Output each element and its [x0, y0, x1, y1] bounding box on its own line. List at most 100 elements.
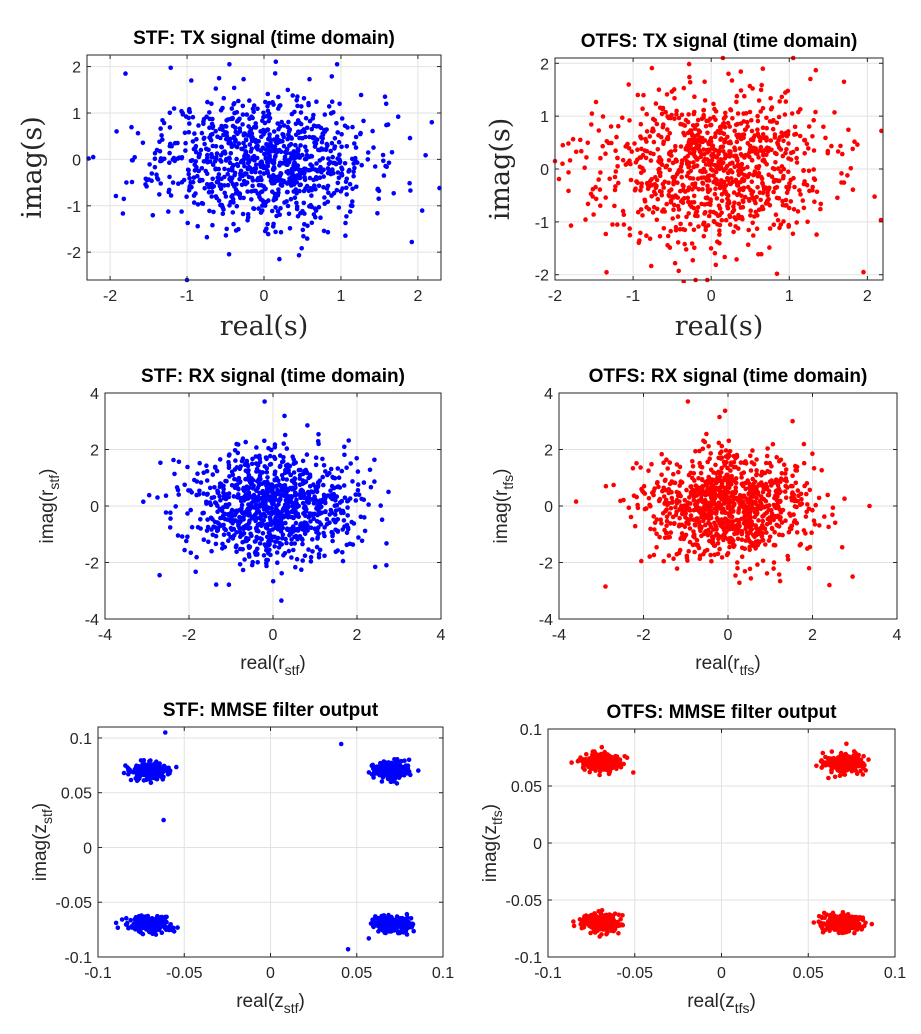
scatter-point	[839, 171, 844, 176]
scatter-point	[291, 509, 297, 515]
scatter-point	[689, 146, 695, 152]
scatter-point	[695, 117, 701, 123]
scatter-point	[716, 536, 721, 542]
scatter-point	[665, 233, 671, 239]
scatter-point	[143, 176, 149, 182]
scatter-point	[734, 495, 740, 501]
scatter-point	[333, 512, 338, 517]
scatter-point	[582, 165, 587, 170]
scatter-point	[132, 925, 138, 930]
scatter-point	[170, 180, 176, 185]
scatter-point	[714, 155, 720, 160]
scatter-point	[771, 566, 776, 571]
scatter-point	[666, 158, 672, 163]
scatter-point	[727, 511, 732, 517]
scatter-point	[358, 131, 363, 137]
scatter-point	[212, 500, 218, 505]
scatter-point	[694, 142, 700, 147]
scatter-point	[155, 495, 160, 500]
scatter-point	[629, 149, 635, 154]
scatter-point	[797, 543, 803, 548]
scatter-point	[829, 143, 834, 149]
scatter-point	[670, 216, 675, 221]
scatter-point	[758, 87, 764, 93]
scatter-point	[775, 140, 780, 146]
scatter-point	[153, 766, 159, 772]
scatter-point	[331, 485, 337, 491]
scatter-point	[589, 122, 594, 127]
scatter-point	[734, 93, 740, 99]
scatter-point	[252, 158, 257, 163]
scatter-point	[259, 513, 264, 518]
scatter-point	[780, 175, 786, 181]
scatter-point	[822, 514, 827, 519]
scatter-point	[278, 483, 283, 489]
scatter-point	[195, 223, 200, 229]
scatter-point	[736, 201, 742, 207]
scatter-point	[731, 190, 737, 195]
scatter-point	[705, 459, 710, 465]
scatter-point	[380, 152, 386, 158]
scatter-point	[740, 176, 745, 182]
scatter-point	[795, 209, 801, 214]
scatter-point	[273, 153, 278, 159]
scatter-point	[241, 485, 246, 491]
scatter-point	[253, 539, 258, 544]
scatter-point	[783, 197, 789, 203]
scatter-point	[725, 203, 730, 209]
scatter-point	[772, 135, 778, 140]
scatter-point	[204, 528, 210, 533]
scatter-point	[604, 139, 610, 144]
scatter-point	[206, 190, 212, 195]
scatter-point	[612, 187, 618, 193]
scatter-point	[688, 470, 693, 476]
scatter-point	[661, 494, 667, 499]
scatter-point	[716, 455, 721, 461]
scatter-point	[209, 194, 214, 199]
y-axis-label: imag(s)	[17, 116, 48, 219]
scatter-point	[774, 195, 780, 201]
scatter-point	[626, 82, 631, 87]
scatter-point	[747, 566, 753, 572]
scatter-point	[783, 476, 789, 481]
scatter-points	[141, 399, 391, 603]
chart-title: STF: RX signal (time domain)	[141, 366, 405, 387]
scatter-point	[743, 526, 748, 532]
scatter-point	[163, 493, 169, 499]
scatter-point	[251, 483, 256, 488]
scatter-point	[218, 498, 223, 503]
scatter-point	[705, 223, 711, 228]
scatter-point	[703, 227, 708, 233]
scatter-point	[367, 467, 373, 473]
scatter-point	[248, 127, 254, 132]
scatter-point	[810, 134, 815, 139]
scatter-point	[254, 469, 259, 474]
scatter-point	[307, 154, 312, 160]
scatter-point	[704, 431, 709, 437]
scatter-point	[726, 71, 731, 77]
scatter-point	[233, 187, 239, 192]
scatter-point	[687, 74, 692, 80]
scatter-point	[241, 517, 246, 522]
scatter-point	[240, 103, 246, 109]
scatter-point	[771, 222, 777, 227]
scatter-point	[167, 125, 173, 130]
scatter-point	[813, 67, 819, 73]
scatter-point	[314, 99, 319, 104]
scatter-point	[669, 89, 675, 94]
scatter-point	[143, 766, 149, 771]
scatter-point	[179, 180, 185, 185]
scatter-point	[339, 144, 344, 150]
scatter-point	[615, 164, 620, 169]
scatter-point	[257, 170, 263, 175]
scatter-point	[276, 138, 282, 143]
scatter-point	[226, 491, 232, 496]
scatter-point	[804, 182, 810, 188]
scatter-point	[773, 160, 778, 165]
scatter-point	[568, 223, 574, 228]
scatter-point	[210, 472, 216, 477]
scatter-point	[271, 129, 277, 134]
scatter-point	[249, 189, 254, 194]
scatter-point	[185, 220, 190, 226]
scatter-point	[671, 207, 676, 212]
